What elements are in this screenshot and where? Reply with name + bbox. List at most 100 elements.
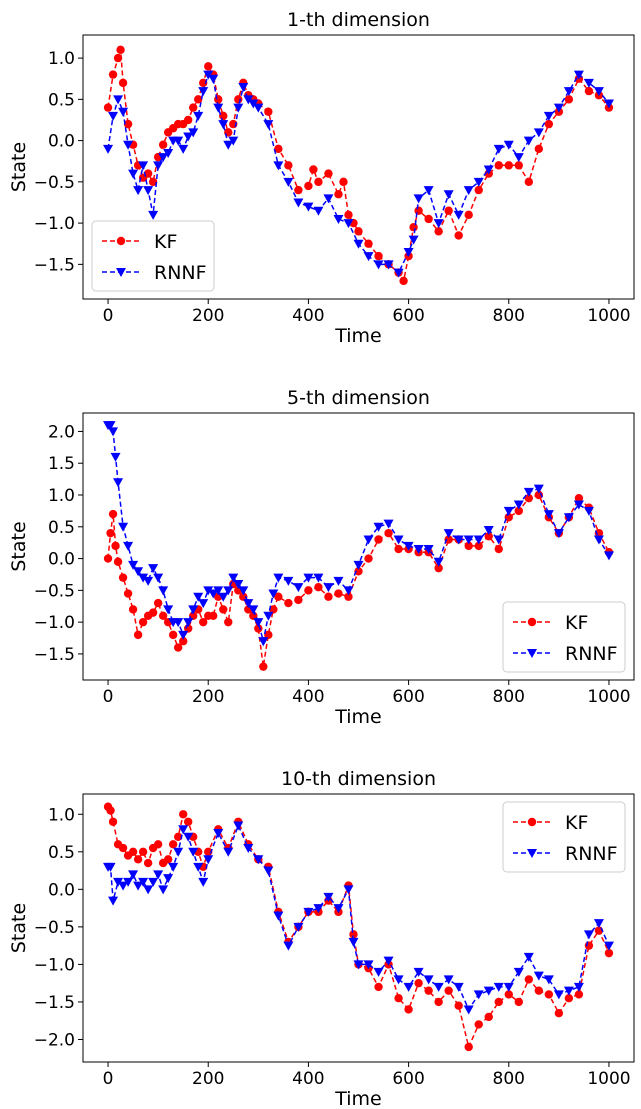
y-tick-label: −1.5 (34, 993, 75, 1013)
data-point-kf (324, 592, 333, 601)
data-point-kf (424, 214, 433, 224)
data-point-rnnf (233, 103, 244, 113)
data-point-rnnf (393, 268, 404, 278)
data-point-rnnf (208, 589, 219, 599)
data-point-kf (344, 210, 353, 220)
data-point-kf (259, 662, 268, 671)
data-point-rnnf (223, 586, 234, 596)
data-point-rnnf (363, 535, 374, 545)
data-point-rnnf (258, 637, 269, 647)
y-tick-label: −2.0 (34, 1030, 75, 1050)
data-point-rnnf (193, 592, 204, 602)
data-point-kf (554, 1009, 564, 1018)
data-point-rnnf (198, 87, 209, 97)
data-point-rnnf (583, 506, 594, 516)
data-point-rnnf (263, 120, 274, 130)
x-tick-label: 600 (392, 306, 424, 326)
y-tick-label: 0.0 (48, 550, 75, 570)
data-point-kf (374, 535, 383, 544)
data-point-rnnf (483, 986, 494, 996)
data-point-rnnf (403, 247, 414, 257)
data-point-kf (434, 227, 443, 236)
data-point-rnnf (323, 583, 334, 593)
data-point-rnnf (593, 919, 604, 929)
series-rnnf (103, 421, 614, 647)
data-point-kf (454, 1001, 463, 1010)
x-tick-label: 800 (493, 1069, 525, 1089)
data-point-kf (113, 53, 123, 63)
data-point-rnnf (123, 140, 134, 150)
data-point-rnnf (353, 239, 364, 249)
data-point-kf (409, 223, 418, 232)
data-point-kf (474, 541, 483, 551)
data-point-kf (138, 617, 148, 627)
data-point-kf (404, 1005, 413, 1014)
data-point-rnnf (408, 235, 419, 245)
data-point-kf (108, 509, 118, 519)
data-point-kf (474, 185, 483, 195)
y-axis-label: State (8, 521, 30, 571)
data-point-rnnf (103, 144, 114, 154)
data-point-rnnf (463, 186, 474, 196)
data-point-rnnf (148, 564, 159, 574)
data-point-rnnf (503, 140, 514, 150)
data-point-kf (494, 161, 503, 170)
data-point-rnnf (423, 975, 434, 985)
data-point-kf (524, 177, 534, 187)
y-tick-label: −1.0 (34, 613, 75, 633)
data-point-kf (106, 528, 115, 538)
x-tick-label: 200 (192, 1069, 224, 1089)
data-point-kf (474, 1020, 483, 1029)
data-point-kf (584, 941, 594, 950)
data-point-kf (454, 231, 463, 240)
data-point-rnnf (483, 525, 494, 535)
data-point-kf (113, 557, 123, 566)
data-point-rnnf (353, 560, 364, 570)
data-point-kf (309, 165, 318, 174)
data-point-rnnf (253, 618, 264, 628)
data-point-rnnf (433, 557, 444, 567)
data-point-rnnf (168, 862, 179, 872)
x-tick-label: 1000 (587, 687, 630, 707)
legend-label-rnnf: RNNF (154, 262, 207, 284)
data-point-rnnf (503, 506, 514, 516)
data-point-kf (204, 62, 213, 71)
data-point-kf (504, 990, 513, 999)
series-kf (103, 802, 614, 1052)
data-point-rnnf (163, 874, 174, 884)
data-point-rnnf (105, 421, 116, 431)
data-point-rnnf (563, 986, 574, 996)
data-point-rnnf (183, 832, 194, 842)
data-point-rnnf (573, 70, 584, 80)
y-tick-label: 0.5 (48, 90, 75, 110)
data-point-kf (514, 506, 523, 516)
y-tick-label: 1.5 (48, 454, 75, 474)
data-point-rnnf (213, 829, 224, 839)
data-point-rnnf (143, 885, 154, 895)
data-point-rnnf (158, 885, 169, 895)
data-point-rnnf (313, 573, 324, 583)
data-point-rnnf (343, 885, 354, 895)
data-point-kf (374, 982, 383, 992)
data-point-kf (103, 554, 113, 563)
data-point-rnnf (393, 975, 404, 985)
x-tick-label: 400 (292, 1069, 324, 1089)
x-tick-label: 0 (103, 306, 114, 326)
legend-label-kf: KF (565, 612, 588, 634)
data-point-kf (524, 493, 534, 503)
data-point-rnnf (363, 252, 374, 262)
data-point-rnnf (563, 87, 574, 97)
data-point-kf (123, 119, 133, 129)
data-point-rnnf (128, 169, 139, 179)
data-point-rnnf (583, 930, 594, 940)
data-point-rnnf (493, 144, 504, 154)
data-point-kf (424, 986, 433, 995)
data-point-kf (334, 190, 343, 199)
data-point-kf (464, 210, 473, 220)
data-point-rnnf (203, 70, 214, 80)
data-point-kf (118, 78, 128, 88)
data-point-rnnf (243, 599, 254, 609)
data-point-rnnf (533, 128, 544, 138)
data-point-rnnf (213, 103, 224, 113)
data-point-rnnf (603, 941, 614, 951)
